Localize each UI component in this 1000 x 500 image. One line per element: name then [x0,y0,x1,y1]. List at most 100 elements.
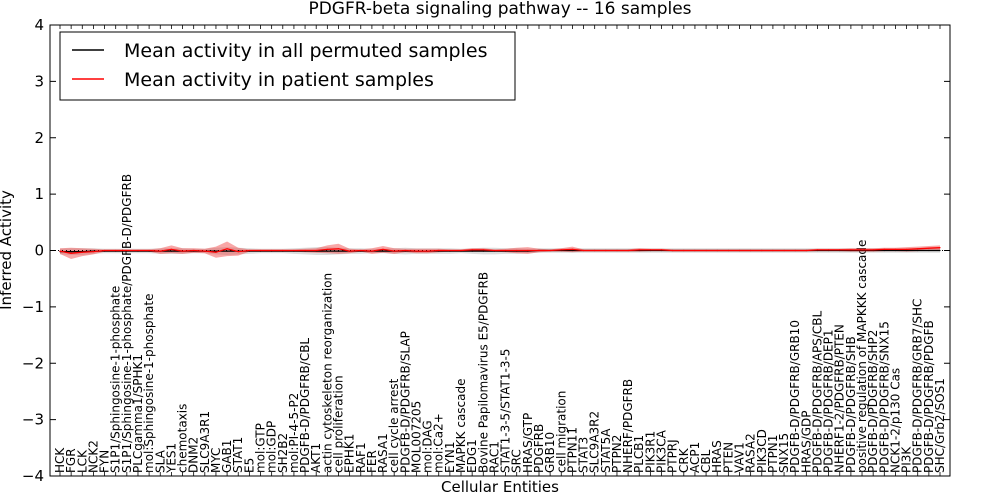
entity-label-57: ACP1 [688,442,702,473]
point-1-6 [126,249,128,252]
entity-label-27: RAF1 [354,442,368,473]
entity-label-23: AKT1 [309,443,323,473]
ytick-label-4: 0 [34,242,44,260]
entity-label-24: actin cytoskeleton reorganization [320,273,334,473]
point-0-79 [939,249,941,252]
point-1-3 [92,251,94,253]
legend-label-patient: Mean activity in patient samples [124,69,434,91]
point-1-51 [627,249,629,252]
entity-label-32: MOL007205 [409,401,423,473]
entity-label-78: PDGFB-D/PDGFRB/PDGFB [922,320,936,473]
entity-label-13: SLC9A3R1 [198,411,212,473]
entity-label-46: PTPN11 [565,427,579,473]
point-1-14 [215,251,217,253]
point-1-45 [560,249,562,251]
point-1-38 [482,249,484,251]
entity-label-16: STAT1 [231,437,245,473]
entity-label-3: NCK2 [86,440,100,473]
point-1-25 [337,248,340,250]
entity-label-49: STAT5A [599,428,613,473]
point-1-19 [271,249,273,252]
point-1-16 [237,251,239,253]
entity-label-7: PLCgamma1/SPHK1 [131,354,145,473]
point-1-21 [293,249,295,252]
entity-label-67: HRAS/GDP [799,410,813,473]
point-1-49 [605,249,607,252]
point-1-36 [460,249,462,252]
point-0-78 [928,249,930,252]
point-1-26 [349,250,351,252]
entity-label-33: mol:DAG [421,420,435,473]
ytick-label-2: 2 [34,129,44,147]
point-1-9 [159,250,161,252]
point-1-2 [81,251,83,253]
entity-label-2: LCK [75,449,89,473]
entity-label-4: FYN [98,450,112,473]
point-1-7 [137,249,139,252]
entity-label-18: mol:GTP [254,423,268,473]
ytick-label-8: −4 [22,467,44,485]
entity-label-39: RAC1 [487,441,501,473]
entity-label-65: SNX15 [777,433,791,473]
point-1-17 [248,249,250,252]
entity-label-54: PIK3CA [655,429,669,473]
point-1-40 [505,249,507,252]
point-1-57 [694,249,696,252]
point-1-30 [393,250,395,252]
point-1-58 [705,249,707,252]
point-0-75 [894,249,897,252]
point-1-29 [382,248,384,250]
point-1-20 [282,249,284,252]
entity-label-10: YES1 [164,443,178,474]
entity-label-29: RASA1 [376,433,390,473]
point-0-25 [337,250,340,252]
point-1-13 [204,250,206,252]
point-1-18 [259,249,262,252]
entity-label-22: PDGFB-D/PDGFRB/CBL [298,338,312,473]
entity-label-17: E5 [242,458,256,473]
point-1-1 [70,252,72,254]
series-line-patient [59,247,941,254]
point-1-43 [538,249,540,252]
entity-label-66: PDGFB-D/PDGFRB/GRB10 [788,320,802,473]
entity-label-30: cell cycle arrest [387,378,401,473]
ytick-label-7: −3 [22,411,44,429]
entity-label-70: NHERF1-2/PDGFRB/PTEN [833,324,847,473]
point-1-78 [928,247,930,249]
entity-label-25: cell proliferation [331,375,345,473]
entity-label-52: PLCB1 [632,435,646,473]
point-1-0 [59,250,61,252]
point-1-69 [828,249,830,251]
entity-label-1: FGR [64,448,78,473]
entity-label-26: EPHK1 [343,434,357,473]
point-1-75 [894,248,897,250]
entity-label-36: MAPKK cascade [454,378,468,473]
point-1-52 [638,249,640,251]
point-1-55 [672,249,674,252]
point-1-37 [471,249,473,251]
point-1-54 [660,249,663,251]
entity-label-59: HRAS [710,440,724,473]
legend-label-permuted: Mean activity in all permuted samples [124,40,487,62]
entity-label-45: cell migration [554,391,568,473]
entity-label-9: SLA [153,449,167,473]
entity-label-20: SH2B2 [276,433,290,473]
point-1-62 [750,249,752,252]
point-0-10 [170,250,172,252]
point-1-79 [939,247,941,249]
point-1-65 [783,249,785,252]
point-1-34 [438,249,440,252]
point-1-73 [872,249,874,251]
entity-label-11: chemotaxis [176,404,190,473]
point-1-61 [738,249,741,252]
entity-label-64: PTPN1 [766,435,780,473]
point-0-15 [226,250,228,252]
entity-label-63: PIK3CD [755,429,769,473]
point-1-59 [716,249,718,252]
entity-label-43: PDGFRB [532,424,546,473]
point-1-50 [616,249,618,252]
entity-label-74: PDGFB-D/PDGFRB/SNX15 [877,321,891,473]
entity-label-31: PDGFB-D/PDGFRB/SLAP [398,331,412,473]
point-1-77 [917,248,919,250]
